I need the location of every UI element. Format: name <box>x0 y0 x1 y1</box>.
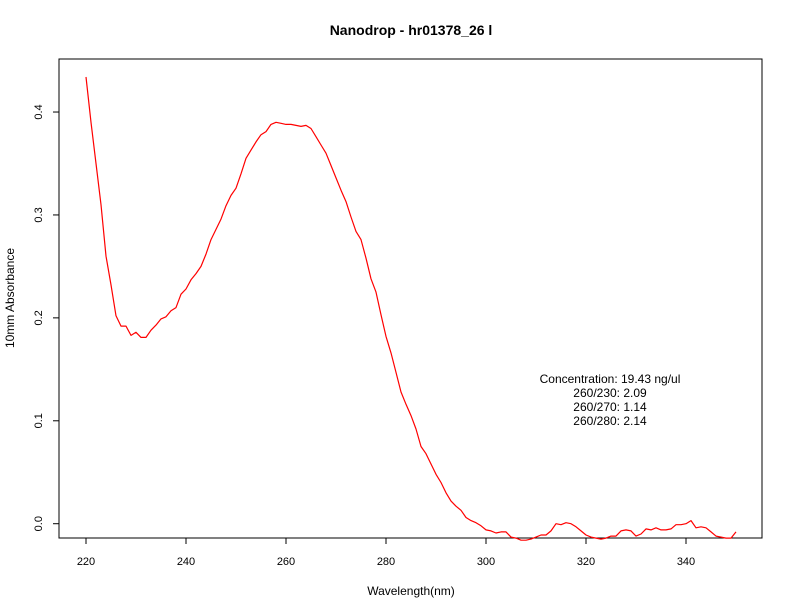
x-tick-label: 320 <box>577 556 595 568</box>
y-tick-label: 0.4 <box>33 104 45 119</box>
x-tick-label: 260 <box>277 556 295 568</box>
sample-metrics-annotation: Concentration: 19.43 ng/ul 260/230: 2.09… <box>540 372 681 428</box>
x-tick-label: 280 <box>377 556 395 568</box>
x-axis: 220 240 260 280 300 320 340 <box>77 537 695 568</box>
x-tick-label: 300 <box>477 556 495 568</box>
x-axis-label: Wavelength(nm) <box>367 584 455 598</box>
ratio-260-230-annotation: 260/230: 2.09 <box>573 386 647 400</box>
absorbance-series <box>85 76 737 541</box>
y-tick-label: 0.2 <box>33 310 45 325</box>
y-tick-label: 0.1 <box>33 413 45 428</box>
y-tick-label: 0.3 <box>33 207 45 222</box>
ratio-260-280-annotation: 260/280: 2.14 <box>573 414 647 428</box>
y-tick-label: 0.0 <box>33 516 45 531</box>
concentration-annotation: Concentration: 19.43 ng/ul <box>540 372 681 386</box>
chart-title: Nanodrop - hr01378_26 l <box>330 22 493 38</box>
x-tick-label: 240 <box>177 556 195 568</box>
x-tick-label: 220 <box>77 556 95 568</box>
x-tick-label: 340 <box>677 556 695 568</box>
absorbance-line <box>85 76 737 541</box>
y-axis-label: 10mm Absorbance <box>3 248 17 348</box>
ratio-260-270-annotation: 260/270: 1.14 <box>573 400 647 414</box>
y-axis: 0.0 0.1 0.2 0.3 0.4 <box>33 104 60 531</box>
